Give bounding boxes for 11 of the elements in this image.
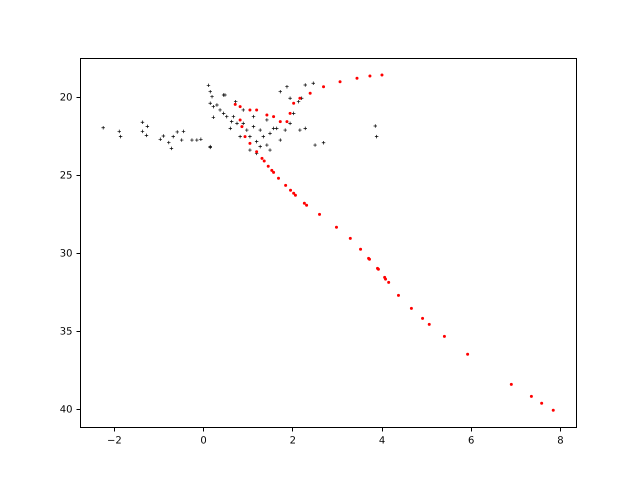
- y-tick-label: 40: [60, 404, 72, 416]
- x-tick-label: −2: [107, 436, 122, 446]
- x-tick-label: 4: [378, 436, 386, 446]
- x-tick-label: 8: [557, 436, 564, 446]
- y-tick-label: 20: [60, 92, 72, 104]
- x-tick-label: 0: [200, 436, 207, 446]
- y-tick-label: 30: [60, 248, 72, 260]
- y-tick-label: 35: [60, 326, 72, 338]
- y-tick-label: 25: [60, 170, 72, 182]
- x-tick-label: 2: [290, 436, 296, 446]
- x-tick-label: 6: [468, 436, 474, 446]
